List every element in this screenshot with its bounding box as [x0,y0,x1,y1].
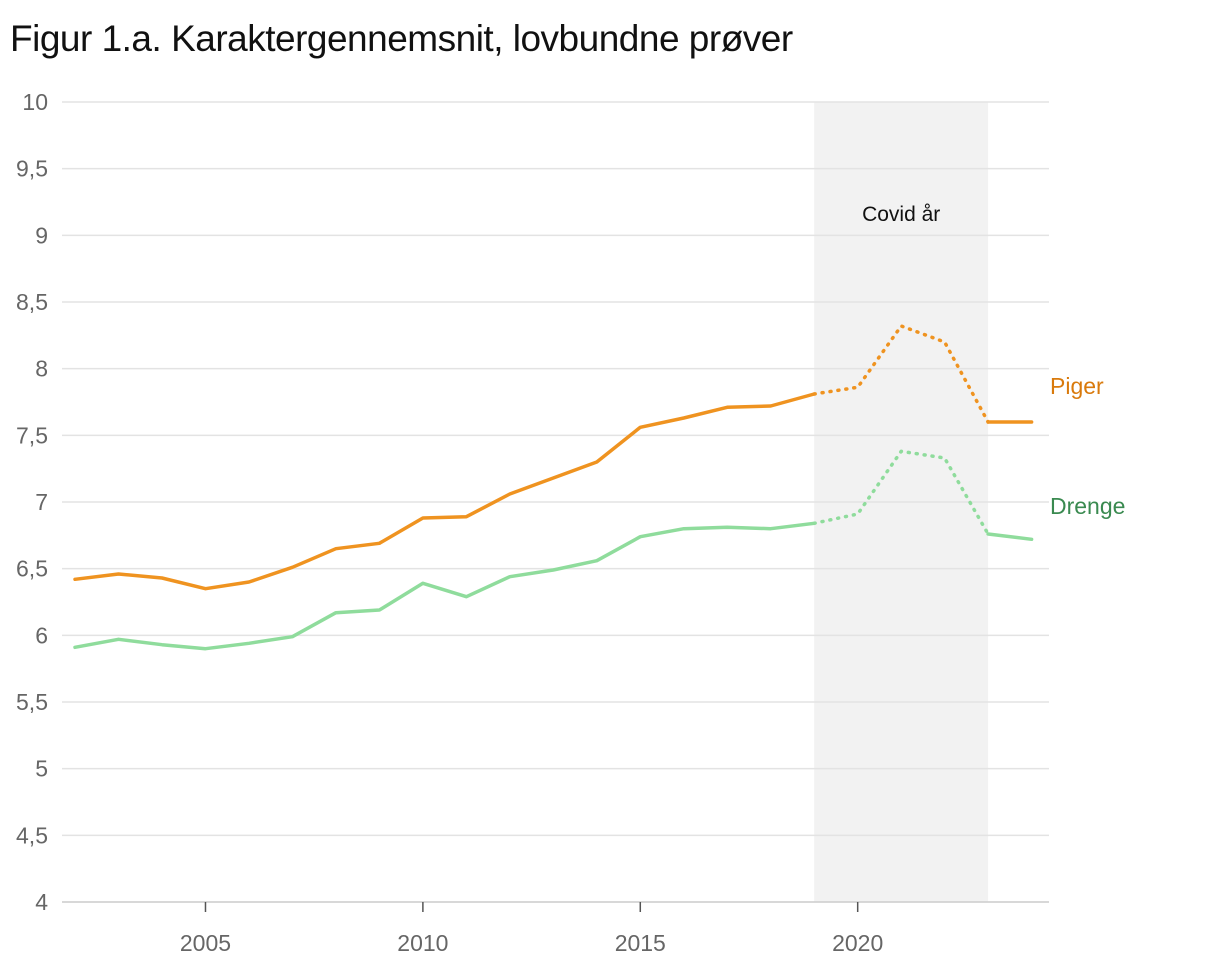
x-tick-label: 2015 [615,930,666,956]
y-tick-label: 9,5 [16,156,48,182]
y-tick-label: 7,5 [16,422,48,448]
y-tick-label: 6 [35,622,48,648]
y-tick-label: 5,5 [16,689,48,715]
series-line-drenge [73,521,816,651]
series-line-piger [73,392,816,591]
axis-layer: 4 4,5 5 5,5 6 6,5 7 7,5 8 8,5 9 9,5 10 2005 2010 2015 20… [16,89,883,956]
x-tick-label: 2020 [832,930,883,956]
y-tick-label: 4 [35,889,48,915]
covid-region-label: Covid år [862,203,940,226]
y-tick-label: 8,5 [16,289,48,315]
y-tick-label: 5 [35,756,48,782]
y-tick-label: 8 [35,356,48,382]
y-tick-label: 7 [35,489,48,515]
series-line-piger-covid [812,324,990,424]
chart-title: Figur 1.a. Karaktergennemsnit, lovbundne… [10,18,793,59]
y-tick-label: 9 [35,222,48,248]
y-tick-label: 4,5 [16,822,48,848]
series-line-drenge-covid [812,449,990,536]
y-tick-label: 6,5 [16,556,48,582]
series-label-drenge: Drenge [1050,493,1125,519]
x-tick-label: 2005 [180,930,231,956]
grid-layer [62,101,1049,903]
series-layer [73,324,1034,651]
y-tick-label: 10 [22,89,48,115]
label-layer: Piger Drenge [1050,373,1125,519]
x-tick-label: 2010 [397,930,448,956]
series-label-piger: Piger [1050,373,1104,399]
series-line-drenge-after [986,532,1034,542]
